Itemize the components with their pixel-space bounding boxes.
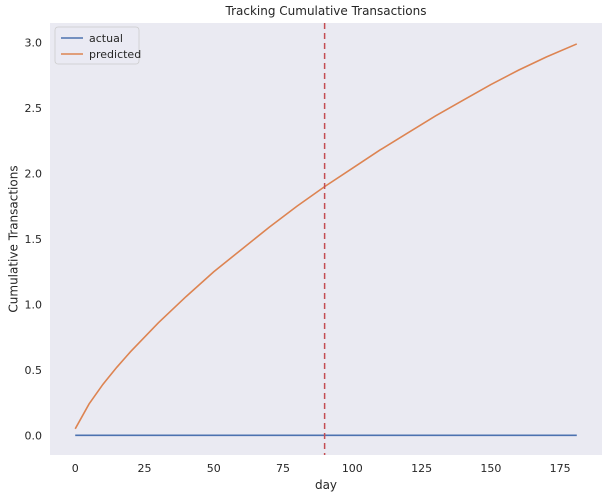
x-tick-label: 50 — [207, 462, 221, 475]
y-axis-label: Cumulative Transactions — [7, 165, 21, 312]
y-tick-label: 1.0 — [25, 298, 43, 311]
y-tick-label: 3.0 — [25, 37, 43, 50]
y-ticks: 0.0 0.5 1.0 1.5 2.0 2.5 3.0 — [25, 37, 43, 443]
legend-label-predicted: predicted — [89, 48, 141, 61]
x-tick-label: 100 — [342, 462, 363, 475]
legend-label-actual: actual — [89, 32, 123, 45]
x-tick-label: 0 — [72, 462, 79, 475]
y-tick-label: 0.5 — [25, 364, 43, 377]
x-tick-label: 175 — [550, 462, 571, 475]
y-tick-label: 2.5 — [25, 102, 43, 115]
y-tick-label: 1.5 — [25, 233, 43, 246]
x-axis-label: day — [315, 478, 337, 492]
plot-background — [50, 23, 602, 455]
x-tick-label: 75 — [276, 462, 290, 475]
x-ticks: 0 25 50 75 100 125 150 175 — [72, 462, 571, 475]
x-tick-label: 25 — [137, 462, 151, 475]
series-line-predicted — [74, 43, 578, 430]
legend: actual predicted — [54, 26, 141, 65]
chart-title: Tracking Cumulative Transactions — [225, 4, 427, 18]
y-tick-label: 2.0 — [25, 168, 43, 181]
y-tick-label: 0.0 — [25, 429, 43, 442]
series-layer — [74, 23, 578, 455]
x-tick-label: 125 — [411, 462, 432, 475]
x-tick-label: 150 — [480, 462, 501, 475]
